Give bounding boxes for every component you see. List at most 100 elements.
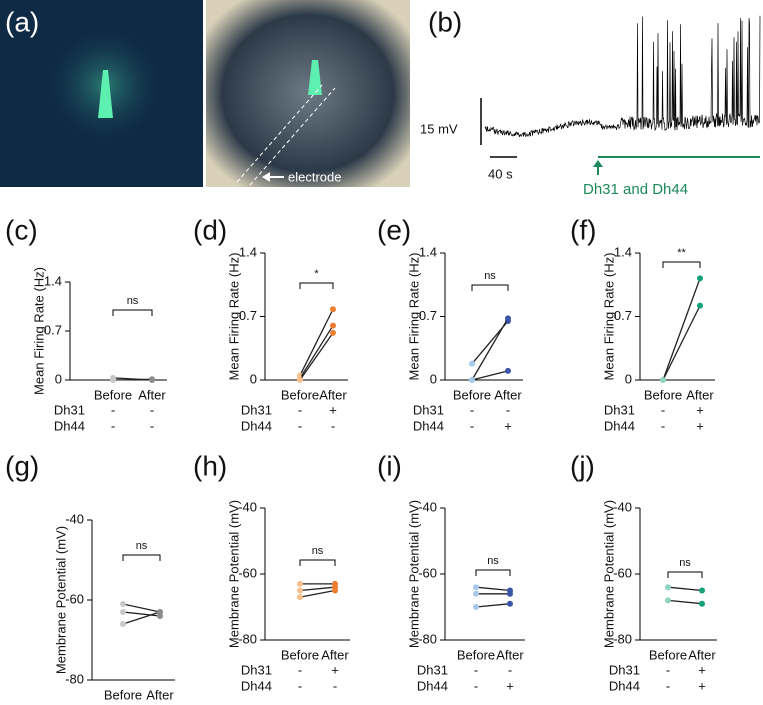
condition-value: - <box>331 418 335 433</box>
condition-value: - <box>508 662 512 677</box>
condition-value: - <box>333 678 337 693</box>
condition-value: - <box>298 402 302 417</box>
y-tick-label: 1.4 <box>44 273 62 288</box>
data-point <box>665 597 671 604</box>
significance-label: * <box>314 268 319 280</box>
y-tick-label: 0.7 <box>419 308 437 323</box>
data-point <box>665 584 671 591</box>
pair-line <box>662 305 701 381</box>
y-tick-label: 0 <box>430 371 437 386</box>
y-tick-label: -40 <box>65 511 84 526</box>
y-tick-label: 1.4 <box>419 244 437 259</box>
x-tick-label: After <box>686 387 714 402</box>
significance-label: ns <box>679 557 691 569</box>
condition-name: Dh44 <box>609 678 640 693</box>
pair-line <box>667 599 703 605</box>
data-point <box>297 377 303 383</box>
x-tick-label: Before <box>453 387 491 402</box>
data-point <box>157 609 163 615</box>
data-point <box>110 377 116 383</box>
data-point <box>505 315 511 322</box>
data-point <box>507 600 513 607</box>
electrode-outline <box>249 87 336 186</box>
panel-label: (j) <box>570 450 595 481</box>
pair-line <box>475 586 511 592</box>
y-axis-label: Mean Firing Rate (Hz) <box>226 253 241 381</box>
pair-line <box>662 278 701 381</box>
significance-label: ns <box>127 295 139 307</box>
scale-label: 40 s <box>488 166 513 181</box>
condition-name: Dh44 <box>417 678 448 693</box>
y-tick-label: 0 <box>55 371 62 386</box>
y-tick-label: -40 <box>613 499 632 514</box>
panel-label: (e) <box>377 214 411 245</box>
y-tick-label: 0.7 <box>614 308 632 323</box>
data-point <box>297 580 303 587</box>
condition-value: - <box>150 418 154 433</box>
y-axis-label: Membrane Potential (mV) <box>226 500 241 648</box>
pair-line <box>122 603 161 613</box>
stimulus-label: Dh31 and Dh44 <box>583 181 688 198</box>
data-point <box>332 587 338 594</box>
pair-line <box>475 603 511 608</box>
neuron-signal <box>308 60 322 95</box>
panel-label: (f) <box>570 214 596 245</box>
arrow-head <box>262 172 270 182</box>
y-tick-label: -40 <box>238 499 257 514</box>
condition-value: - <box>661 402 665 417</box>
data-point <box>699 587 705 594</box>
pair-line <box>471 317 509 381</box>
condition-value: - <box>474 662 478 677</box>
condition-value: + <box>331 662 339 677</box>
y-tick-label: -80 <box>65 671 84 686</box>
condition-name: Dh31 <box>604 402 635 417</box>
condition-value: - <box>298 662 302 677</box>
condition-value: + <box>696 402 704 417</box>
condition-value: - <box>666 662 670 677</box>
significance-label: ns <box>136 540 148 552</box>
panel-label: (i) <box>377 450 402 481</box>
data-point <box>330 306 336 313</box>
x-tick-label: Before <box>457 647 495 662</box>
pair-line <box>299 332 334 381</box>
significance-label: ns <box>487 555 499 567</box>
data-point <box>120 621 126 627</box>
x-tick-label: Before <box>281 387 319 402</box>
panel-label: (h) <box>193 450 227 481</box>
y-tick-label: 0.7 <box>239 308 257 323</box>
condition-value: + <box>698 678 706 693</box>
condition-name: Dh44 <box>604 418 635 433</box>
data-point <box>469 377 475 383</box>
x-tick-label: After <box>319 387 347 402</box>
x-tick-label: After <box>496 647 524 662</box>
data-point <box>120 601 126 607</box>
y-axis-label: Membrane Potential (mV) <box>601 500 616 648</box>
neuron-signal <box>98 70 113 118</box>
y-axis-label: Membrane Potential (mV) <box>53 526 68 674</box>
condition-value: - <box>470 402 474 417</box>
condition-value: - <box>150 402 154 417</box>
condition-value: - <box>666 678 670 693</box>
y-tick-label: 0 <box>625 371 632 386</box>
condition-value: - <box>111 418 115 433</box>
pair-line <box>299 325 334 379</box>
condition-value: - <box>298 418 302 433</box>
x-tick-label: Before <box>94 387 132 402</box>
condition-name: Dh31 <box>241 402 272 417</box>
x-tick-label: Before <box>649 647 687 662</box>
electrode-outline <box>236 84 323 183</box>
pair-line <box>122 611 161 617</box>
significance-bracket <box>667 571 703 578</box>
pair-line <box>299 589 336 598</box>
data-point <box>697 302 703 309</box>
significance-bracket <box>299 282 334 289</box>
arrow-head <box>593 160 603 167</box>
electrode-label: electrode <box>288 169 341 184</box>
significance-label: ns <box>484 270 496 282</box>
pair-line <box>122 611 161 625</box>
voltage-trace <box>484 15 761 138</box>
condition-value: + <box>698 662 706 677</box>
condition-name: Dh44 <box>241 678 272 693</box>
